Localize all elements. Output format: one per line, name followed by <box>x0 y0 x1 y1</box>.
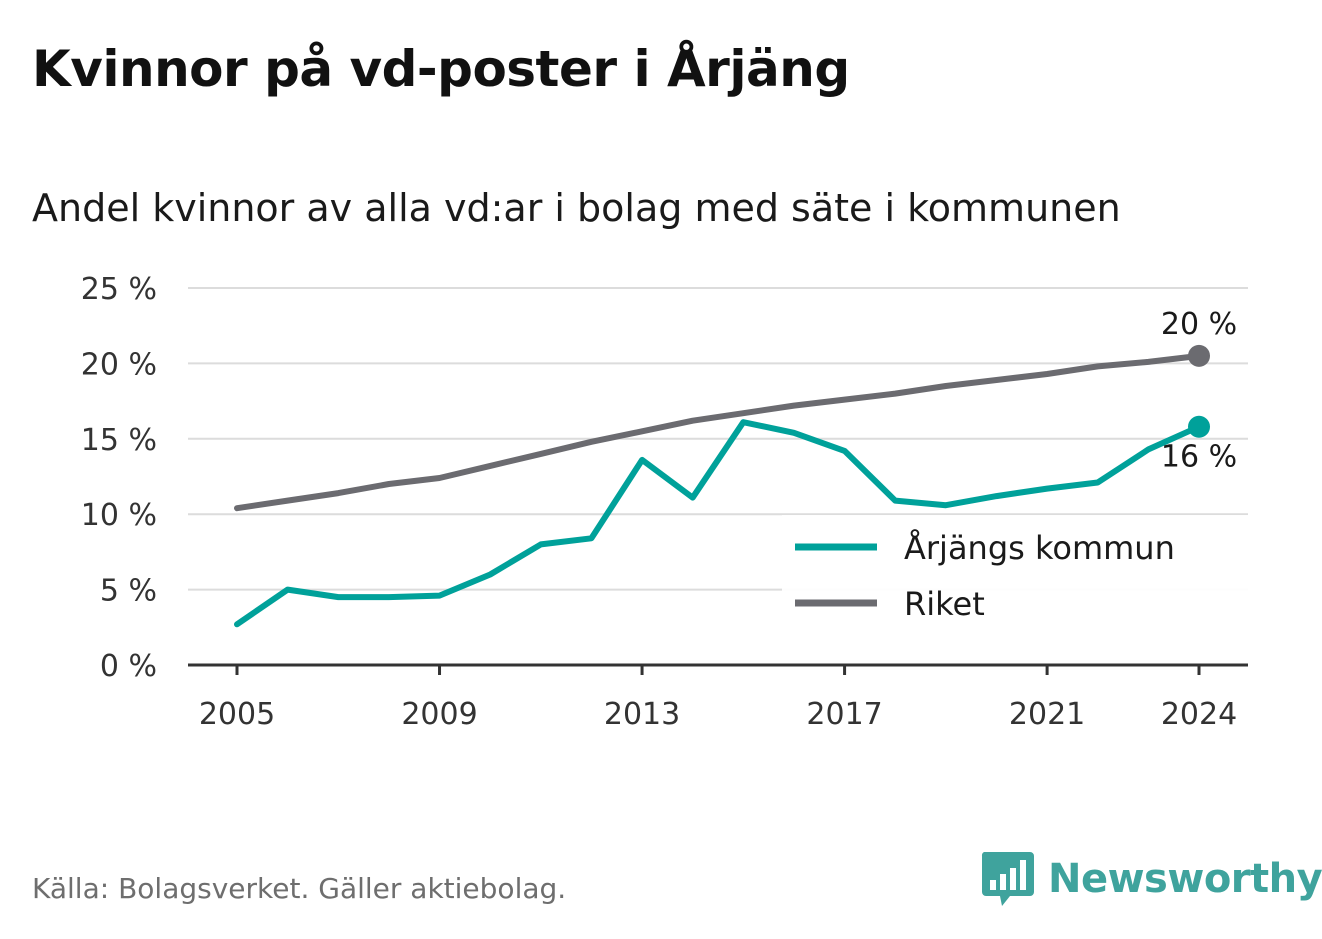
end-value-label: 16 % <box>1161 440 1237 475</box>
chart-subtitle: Andel kvinnor av alla vd:ar i bolag med … <box>32 186 1121 230</box>
legend-label: Årjängs kommun <box>904 529 1175 567</box>
source-note: Källa: Bolagsverket. Gäller aktiebolag. <box>32 872 567 905</box>
legend-label: Riket <box>904 585 985 623</box>
y-tick-label: 15 % <box>81 423 157 458</box>
legend: Årjängs kommun Riket <box>782 515 1248 633</box>
x-tick-label: 2005 <box>199 697 275 732</box>
x-tick-label: 2021 <box>1009 697 1085 732</box>
y-axis: 0 % 5 % 10 % 15 % 20 % 25 % <box>81 272 157 684</box>
x-tick-label: 2013 <box>604 697 680 732</box>
y-tick-label: 10 % <box>81 498 157 533</box>
x-tick-label: 2024 <box>1161 697 1237 732</box>
y-tick-label: 20 % <box>81 347 157 382</box>
end-labels: 16 % 20 % <box>1161 307 1237 475</box>
x-tick-label: 2017 <box>806 697 882 732</box>
brand-name: Newsworthy <box>1048 856 1322 902</box>
y-tick-label: 25 % <box>81 272 157 307</box>
series-end-point <box>1188 415 1210 438</box>
series-line <box>234 419 1202 628</box>
brand-logo: Newsworthy <box>980 850 1322 908</box>
series-line <box>234 352 1202 512</box>
chart-title: Kvinnor på vd-poster i Årjäng <box>32 40 850 98</box>
y-tick-label: 0 % <box>100 649 157 684</box>
series-lines <box>234 344 1210 628</box>
grid-lines <box>188 287 1248 591</box>
x-axis: 2005 2009 2013 2017 2021 2024 <box>188 663 1248 732</box>
newsworthy-logo-icon <box>981 852 1034 906</box>
end-value-label: 20 % <box>1161 307 1237 342</box>
x-tick-label: 2009 <box>401 697 477 732</box>
legend-background <box>782 515 1248 633</box>
y-tick-label: 5 % <box>100 574 157 609</box>
series-end-point <box>1188 344 1210 367</box>
